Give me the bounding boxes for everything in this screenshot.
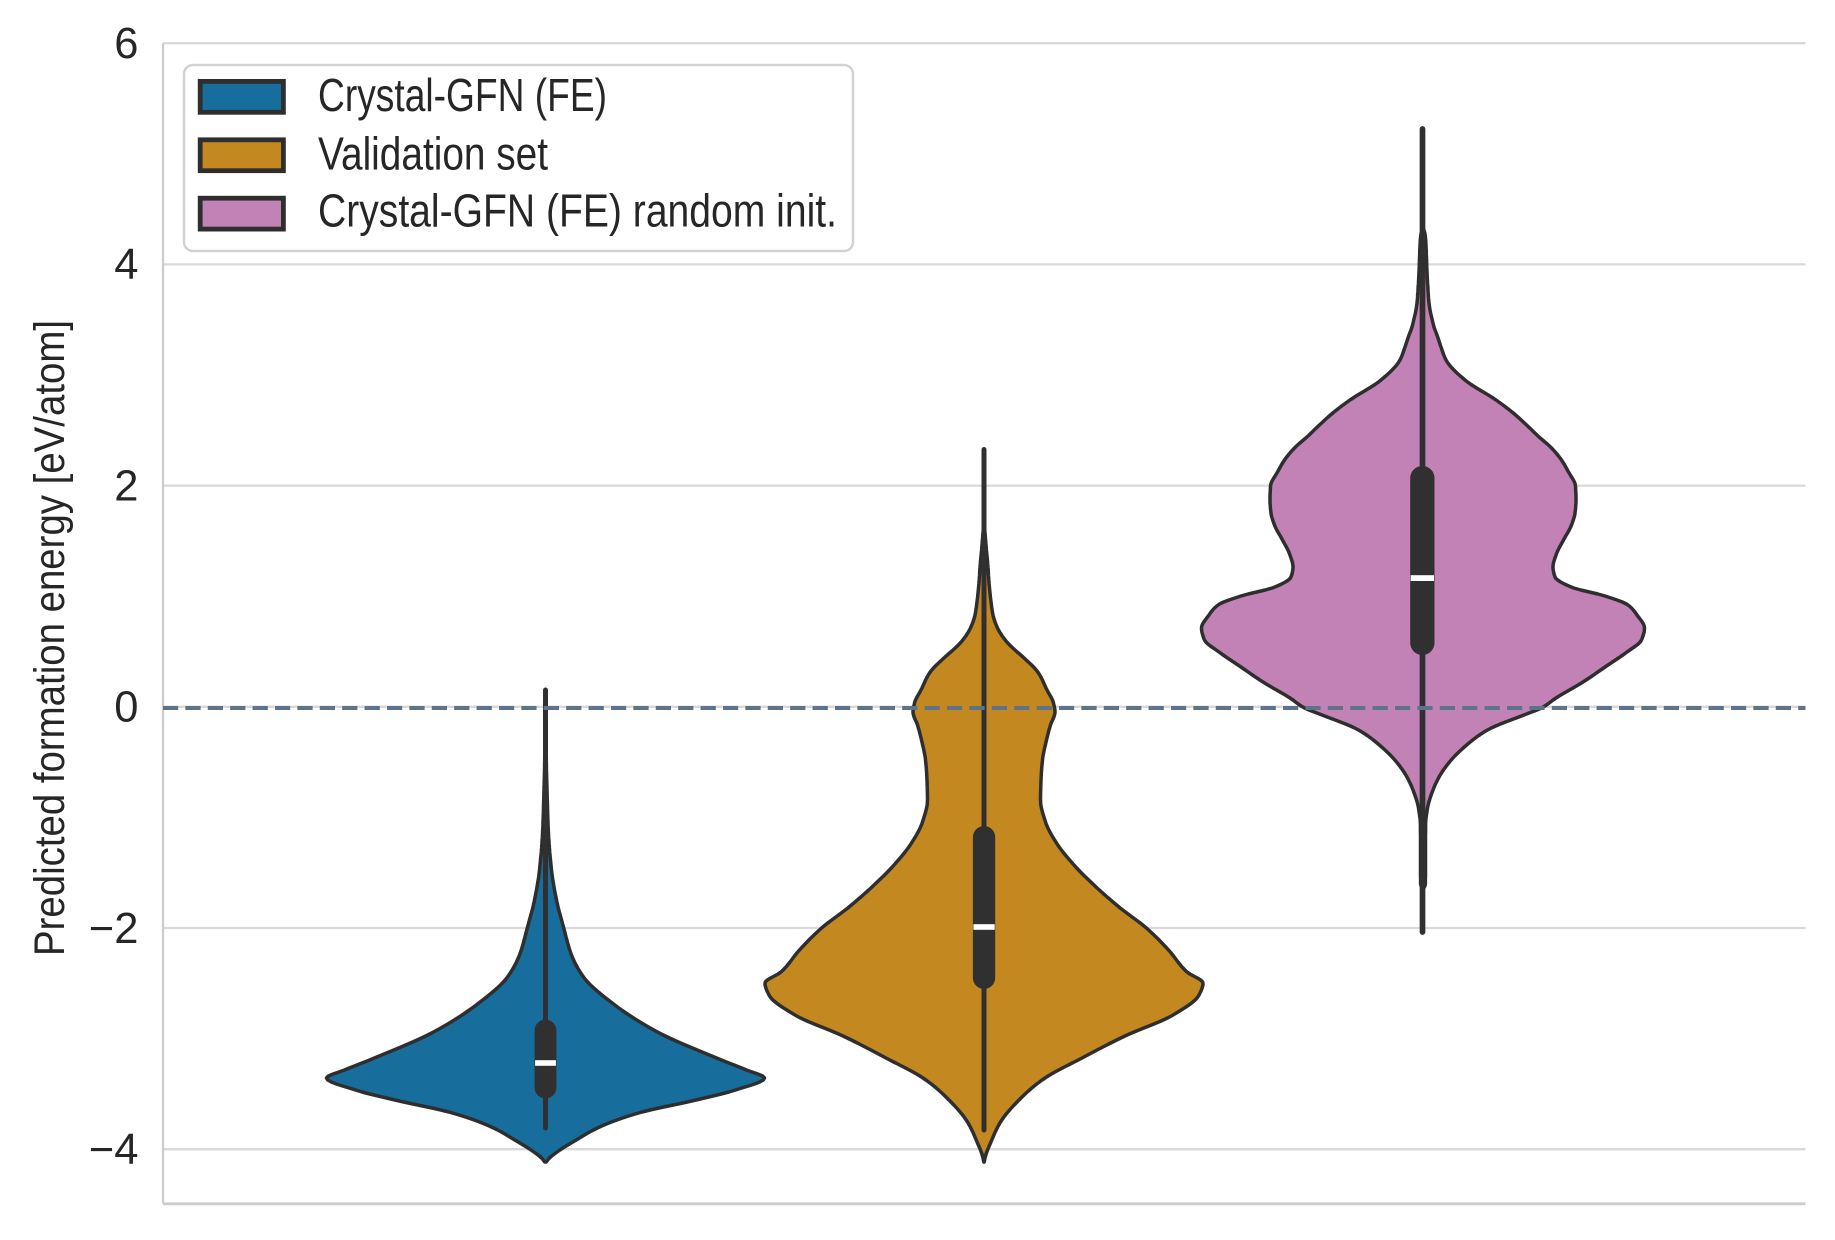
svg-text:−2: −2: [89, 905, 139, 953]
svg-text:−4: −4: [89, 1126, 139, 1174]
svg-text:4: 4: [114, 241, 138, 289]
svg-text:2: 2: [114, 462, 138, 510]
svg-text:Predicted formation energy [eV: Predicted formation energy [eV/atom]: [26, 320, 74, 956]
svg-text:Validation set: Validation set: [318, 127, 548, 179]
svg-text:6: 6: [114, 20, 138, 68]
svg-text:0: 0: [114, 684, 138, 732]
svg-text:Crystal-GFN (FE): Crystal-GFN (FE): [318, 69, 607, 121]
svg-text:Crystal-GFN (FE) random init.: Crystal-GFN (FE) random init.: [318, 184, 837, 236]
